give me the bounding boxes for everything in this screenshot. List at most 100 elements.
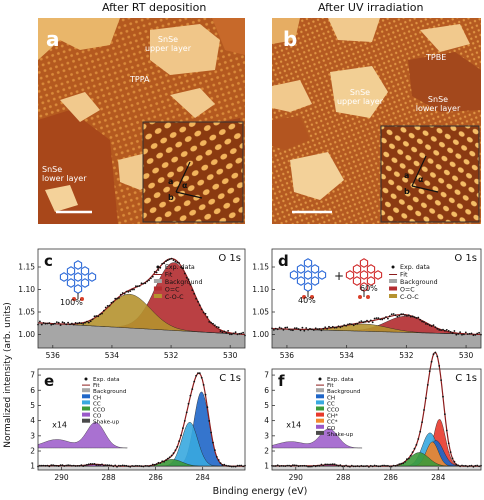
data-point-c [74,322,77,324]
data-point-c [112,300,115,303]
data-point-d [358,321,361,323]
data-point-c [138,285,141,287]
molecule-ring-d [366,264,376,274]
data-point-f [345,464,347,467]
data-point-c [170,257,173,260]
data-point-c [135,285,137,288]
y-tick-label-f: 7 [264,371,269,380]
x-tick-label-d: 532 [399,351,414,360]
data-point-d [286,326,289,329]
data-point-c [95,315,98,317]
data-point-e [159,462,162,464]
data-point-e [178,440,181,442]
data-point-d [330,326,332,329]
data-point-d [425,323,427,325]
data-point-c [39,320,41,323]
data-point-d [309,327,311,330]
molecule-ring-d [352,264,362,274]
data-point-e [227,465,230,467]
panel-letter-c: c [44,252,53,270]
data-point-e [48,465,51,468]
legend-swatch-f [316,406,324,411]
data-point-e [189,394,192,397]
label-snse-lower-a: SnSe lower layer [42,165,87,183]
data-point-c [153,271,156,273]
data-point-f [290,465,292,468]
data-point-d [432,324,435,326]
data-point-f [276,464,279,467]
data-point-f [396,464,399,466]
data-point-c [219,330,222,333]
legend-swatch-f [318,377,322,381]
x-tick-label-d: 530 [459,351,474,360]
data-point-e [146,465,149,467]
molecule-structure-c [59,260,97,301]
data-point-c [217,326,220,329]
x-tick-label-d: 534 [339,351,354,360]
data-point-d [472,334,475,337]
data-point-e [55,464,58,467]
data-point-c [84,321,86,324]
data-point-c [206,316,209,318]
data-point-d [461,333,463,336]
data-point-d [453,330,456,332]
data-point-e [195,374,198,377]
legend-label-f: CCO [327,408,340,414]
inset-a-axis-a-line [175,161,191,193]
background-area-d [272,328,481,348]
data-point-e [101,463,103,466]
data-point-f [282,465,285,467]
data-point-d [274,327,277,330]
data-point-c [121,292,124,294]
data-point-f [274,465,277,467]
data-point-d [398,314,401,317]
data-point-f [459,465,461,468]
data-point-d [322,327,325,330]
data-point-c [197,300,199,303]
data-point-d [407,314,410,317]
data-point-e [61,464,64,466]
data-point-d [404,314,406,316]
data-point-e [78,465,81,467]
plot-frame-f [271,368,482,471]
data-point-f [341,465,344,468]
data-point-e [125,464,128,467]
data-point-f [286,464,289,467]
data-point-d [463,333,465,336]
data-point-e [217,459,220,461]
data-point-c [214,324,216,327]
data-point-f [303,464,306,467]
panel-letter-e: e [44,372,54,390]
legend-label-e: CH [93,395,101,401]
data-point-d [413,316,416,318]
data-point-c [193,292,196,295]
data-point-d [388,315,391,317]
data-point-d [457,333,460,335]
data-point-f [392,464,395,467]
data-point-d [312,329,315,331]
x-tick-label-e: 284 [195,473,210,482]
data-point-d [333,326,336,329]
data-point-f [293,464,296,467]
data-point-c [168,258,171,261]
molecule-ring-d [296,276,306,286]
data-point-c [55,321,58,323]
legend-label-e: Shake-up [93,420,120,426]
data-point-d [444,329,446,332]
data-point-c [57,321,60,324]
data-point-d [406,314,408,317]
inset-a-axis-a-label: a [168,177,173,186]
data-point-c [110,301,113,304]
data-point-c [234,331,237,334]
data-point-f [463,465,465,467]
data-point-d [411,315,414,318]
data-point-f [375,465,378,467]
data-point-f [440,379,442,381]
data-point-e [108,464,111,467]
data-point-c [136,285,139,288]
data-point-c [133,288,135,291]
data-point-c [101,312,103,315]
data-point-d [426,323,429,325]
molecule-ring-d [310,264,320,274]
data-point-d [476,332,479,335]
